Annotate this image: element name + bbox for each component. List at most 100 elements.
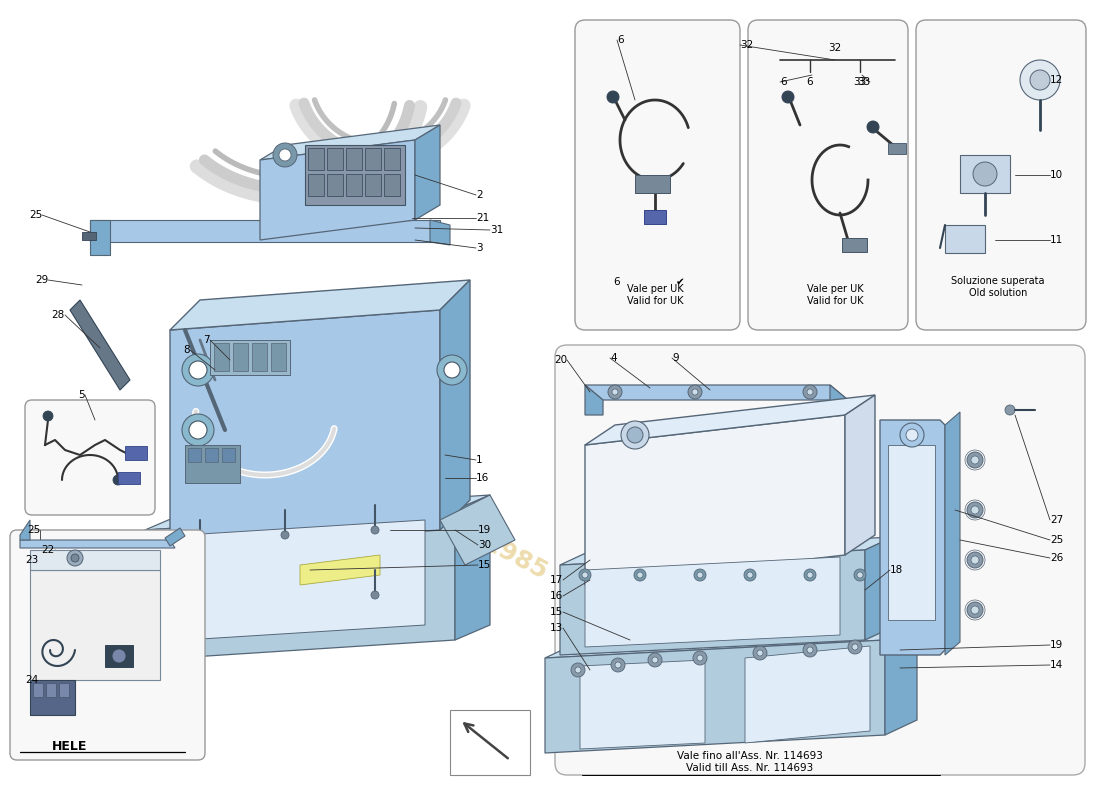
Circle shape [189,361,207,379]
Circle shape [697,655,703,661]
Circle shape [906,429,918,441]
Polygon shape [585,415,845,585]
Circle shape [694,569,706,581]
Circle shape [648,653,662,667]
Text: 25: 25 [26,525,40,535]
Bar [635,175,670,193]
FancyBboxPatch shape [748,20,907,330]
Circle shape [744,569,756,581]
Bar [888,143,906,154]
Text: 33: 33 [857,77,870,87]
Text: 21: 21 [476,213,490,223]
Circle shape [697,572,703,578]
Text: 16: 16 [476,473,490,483]
Circle shape [571,663,585,677]
Text: 19: 19 [1050,640,1064,650]
Text: Soluzione superata
Old solution: Soluzione superata Old solution [952,276,1045,298]
Circle shape [900,423,924,447]
Bar [960,155,1010,193]
Text: Vale fino all'Ass. Nr. 114693
Valid till Ass. Nr. 114693: Vale fino all'Ass. Nr. 114693 Valid till… [678,751,823,773]
Bar [188,448,201,462]
Circle shape [1005,405,1015,415]
Circle shape [189,421,207,439]
Bar [33,683,43,697]
Text: a part for a part, since 1985: a part for a part, since 1985 [189,376,551,584]
Bar [214,343,229,371]
Polygon shape [585,557,840,647]
Text: 1: 1 [476,455,483,465]
Circle shape [371,526,380,534]
Circle shape [782,91,794,103]
Circle shape [437,355,468,385]
Text: 23: 23 [24,555,38,565]
Polygon shape [845,395,875,555]
Text: 6: 6 [806,77,813,87]
Polygon shape [260,125,440,160]
FancyBboxPatch shape [575,20,740,330]
Circle shape [113,475,123,485]
Circle shape [634,569,646,581]
Polygon shape [30,570,159,680]
Bar [842,238,867,252]
Polygon shape [415,125,440,220]
Polygon shape [580,660,705,749]
Bar [450,710,530,775]
Polygon shape [455,495,490,640]
Circle shape [974,162,997,186]
Circle shape [612,389,618,395]
Text: 24: 24 [24,675,38,685]
Text: 6: 6 [614,277,620,287]
Polygon shape [888,445,935,620]
Polygon shape [440,495,515,565]
Circle shape [688,385,702,399]
Circle shape [807,572,813,578]
Polygon shape [585,385,603,415]
Circle shape [693,651,707,665]
Circle shape [627,427,644,443]
Circle shape [579,569,591,581]
Circle shape [607,91,619,103]
Text: 5: 5 [78,390,85,400]
Polygon shape [560,537,893,565]
Polygon shape [544,640,886,753]
Text: 32: 32 [740,40,754,50]
Bar [945,225,984,253]
Polygon shape [20,540,175,548]
Text: 2: 2 [476,190,483,200]
Polygon shape [165,528,185,546]
Bar [252,343,267,371]
Bar [346,174,362,196]
Bar [82,232,96,240]
Text: 26: 26 [1050,553,1064,563]
Polygon shape [886,625,917,735]
Circle shape [1020,60,1060,100]
Polygon shape [440,280,470,530]
Polygon shape [260,140,415,240]
Polygon shape [90,220,110,255]
Circle shape [280,531,289,539]
Polygon shape [945,412,960,655]
Bar [46,683,56,697]
Text: 30: 30 [478,540,491,550]
Bar [222,448,235,462]
Polygon shape [145,495,490,530]
Circle shape [615,662,622,668]
Circle shape [852,644,858,650]
Circle shape [43,411,53,421]
Circle shape [182,414,214,446]
Polygon shape [185,520,425,640]
Bar [365,148,381,170]
Circle shape [807,647,813,653]
Circle shape [967,452,983,468]
Circle shape [196,606,204,614]
Circle shape [848,640,862,654]
Polygon shape [830,385,848,415]
Polygon shape [585,385,848,400]
Circle shape [637,572,644,578]
Polygon shape [300,555,379,585]
Text: 9: 9 [672,353,679,363]
Bar [30,680,75,715]
Bar [365,174,381,196]
Circle shape [72,554,79,562]
Bar [644,210,666,224]
